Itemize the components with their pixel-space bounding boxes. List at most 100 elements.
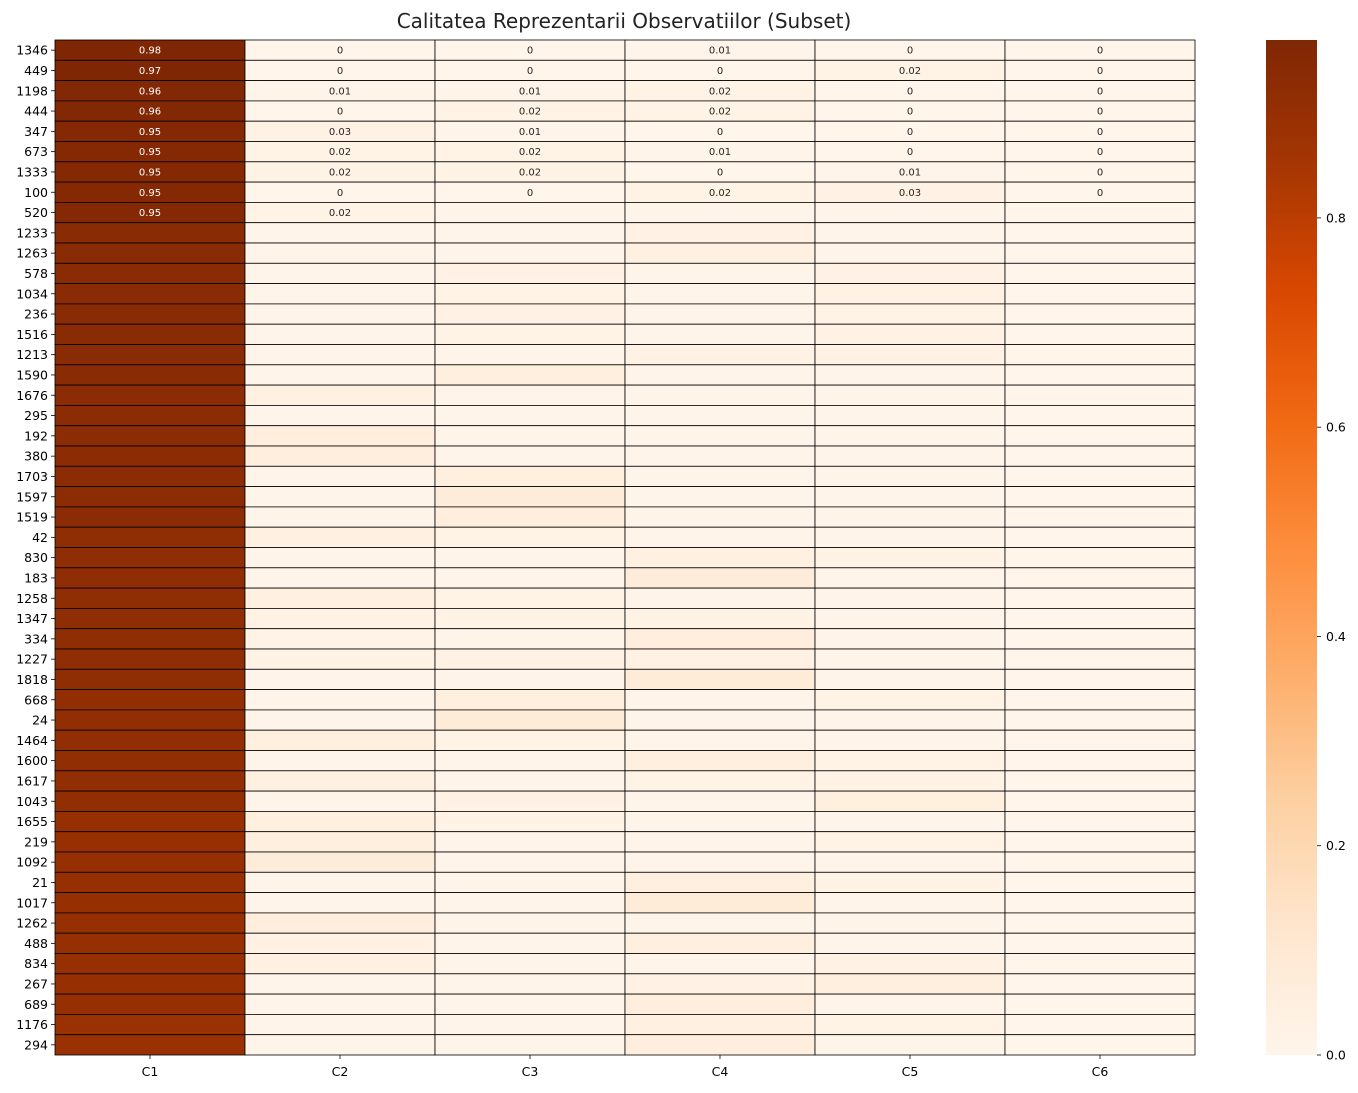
heatmap-cell [244, 1034, 436, 1056]
heatmap-cell [624, 770, 816, 792]
heatmap-cell [1004, 323, 1196, 345]
heatmap-cell [54, 364, 246, 386]
cell-value-label: 0 [527, 46, 533, 57]
heatmap-cell [244, 892, 436, 914]
cell-value-label: 0 [1097, 127, 1103, 138]
cell-value-label: 0 [527, 66, 533, 77]
heatmap-cell [434, 486, 626, 508]
heatmap-cell [1004, 465, 1196, 487]
heatmap-cell [1004, 668, 1196, 690]
row-label: 24 [32, 713, 48, 728]
cell-value-label: 0.95 [139, 208, 161, 219]
heatmap-cell [1004, 993, 1196, 1015]
heatmap-cell [624, 932, 816, 954]
row-label: 183 [24, 570, 48, 585]
heatmap-cell [1004, 628, 1196, 650]
heatmap-cell [624, 303, 816, 325]
heatmap-cell [244, 344, 436, 366]
row-label: 380 [24, 449, 48, 464]
heatmap-cell [814, 222, 1006, 244]
cell-value-label: 0.02 [519, 167, 541, 178]
heatmap-cell [1004, 567, 1196, 589]
heatmap-cell [624, 201, 816, 224]
heatmap-cell [1004, 201, 1196, 224]
heatmap-cell [434, 303, 626, 325]
heatmap-cell [54, 648, 246, 670]
cell-value-label: 0.98 [139, 46, 161, 57]
heatmap-cell [1004, 344, 1196, 366]
heatmap-cell [434, 608, 626, 630]
row-label: 295 [24, 408, 48, 423]
heatmap-cell [1004, 932, 1196, 954]
heatmap-cell [1004, 871, 1196, 893]
heatmap-cell [434, 425, 626, 447]
heatmap-cell [624, 1014, 816, 1036]
heatmap-cell [814, 1034, 1006, 1056]
row-label: 1017 [16, 895, 48, 910]
cell-value-label: 0.02 [329, 167, 351, 178]
heatmap-cell [54, 506, 246, 528]
heatmap-cell [814, 608, 1006, 630]
cell-value-label: 0.03 [899, 188, 921, 199]
heatmap-cell [434, 628, 626, 650]
heatmap-cell [434, 344, 626, 366]
row-label: 668 [24, 692, 48, 707]
heatmap-cell [1004, 689, 1196, 711]
cell-value-label: 0 [907, 147, 913, 158]
heatmap-cell [434, 750, 626, 772]
row-label: 830 [24, 550, 48, 565]
cell-value-label: 0 [1097, 167, 1103, 178]
heatmap-cell [434, 892, 626, 914]
heatmap-cell [434, 831, 626, 853]
row-label: 267 [24, 976, 48, 991]
heatmap-cell [54, 262, 246, 284]
cell-value-label: 0.02 [329, 208, 351, 219]
heatmap-cell [814, 567, 1006, 589]
heatmap-cell [1004, 790, 1196, 812]
row-label: 1516 [16, 327, 48, 342]
heatmap-cell [434, 262, 626, 284]
heatmap-cell [54, 689, 246, 711]
cell-value-label: 0 [1097, 66, 1103, 77]
heatmap-cell [624, 222, 816, 244]
heatmap-cell [244, 567, 436, 589]
cell-value-label: 0 [907, 46, 913, 57]
heatmap-cell [814, 486, 1006, 508]
heatmap-cell [1004, 547, 1196, 569]
heatmap-cell [244, 750, 436, 772]
heatmap-cell [1004, 709, 1196, 731]
chart-title: Calitatea Reprezentarii Observatiilor (S… [397, 9, 852, 33]
heatmap-cell [814, 811, 1006, 833]
heatmap-cell [434, 709, 626, 731]
row-label: 1043 [16, 794, 48, 809]
cell-value-label: 0 [717, 66, 723, 77]
heatmap-cell [244, 222, 436, 244]
heatmap-cell [54, 608, 246, 630]
cell-value-label: 0 [907, 86, 913, 97]
cell-value-label: 0 [1097, 107, 1103, 118]
heatmap-cell [54, 445, 246, 467]
heatmap-cell [54, 953, 246, 975]
heatmap-cell [54, 547, 246, 569]
heatmap-cell [54, 790, 246, 812]
cell-value-label: 0.02 [899, 66, 921, 77]
heatmap-cell [434, 1034, 626, 1056]
heatmap-cell [434, 547, 626, 569]
heatmap-cell [54, 1034, 246, 1056]
colorbar: 0.0 0.2 0.4 0.6 0.8 [1266, 40, 1346, 1063]
cell-value-label: 0.01 [519, 127, 541, 138]
heatmap-cell [624, 526, 816, 548]
heatmap-cell [244, 486, 436, 508]
row-label: 347 [24, 124, 48, 139]
heatmap-cell [1004, 425, 1196, 447]
cell-value-label: 0 [717, 167, 723, 178]
heatmap-cell [814, 323, 1006, 345]
heatmap-cell [1004, 973, 1196, 995]
cell-value-label: 0 [907, 107, 913, 118]
heatmap-cell [814, 526, 1006, 548]
row-label: 673 [24, 144, 48, 159]
heatmap-cell [1004, 242, 1196, 264]
cell-value-label: 0 [527, 188, 533, 199]
heatmap-cell [624, 242, 816, 264]
